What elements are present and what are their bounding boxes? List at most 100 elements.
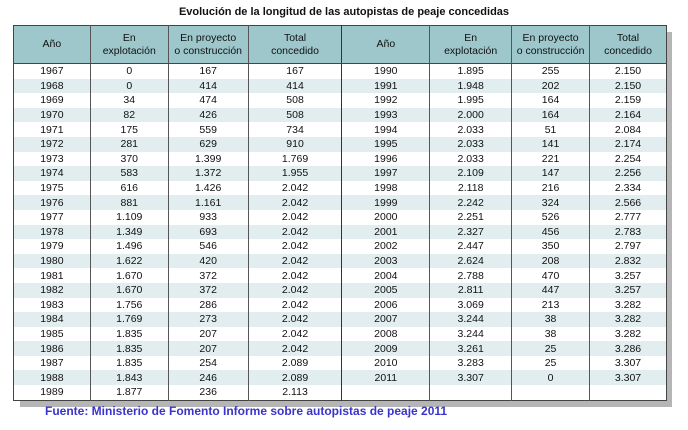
project-cell: 246 <box>167 370 249 386</box>
total-cell: 3.282 <box>589 326 667 342</box>
project-cell: 273 <box>167 312 249 327</box>
total-cell: 3.307 <box>589 355 667 371</box>
exploitation-cell: 616 <box>89 180 169 196</box>
table-row: 1984 1.769 273 2.042 2007 3.244 38 3.282 <box>13 312 667 327</box>
total-cell: 2.042 <box>247 326 342 342</box>
total-cell: 2.150 <box>589 63 667 79</box>
exploitation-cell: 2.033 <box>429 122 512 137</box>
year-cell: 1990 <box>341 63 430 79</box>
table-row: 1988 1.843 246 2.089 2011 3.307 0 3.307 <box>13 370 667 386</box>
exploitation-cell: 1.835 <box>89 326 169 342</box>
exploitation-cell: 1.877 <box>89 385 169 401</box>
table-row: 1968 0 414 414 1991 1.948 202 2.150 <box>13 78 667 94</box>
project-cell: 559 <box>167 122 249 137</box>
exploitation-cell: 1.835 <box>89 341 169 356</box>
total-cell: 3.286 <box>589 341 667 356</box>
year-cell: 2010 <box>341 355 430 371</box>
project-cell: 164 <box>511 107 590 123</box>
year-cell: 2009 <box>341 341 430 356</box>
year-cell: 1994 <box>341 122 430 137</box>
table-row: 1973 370 1.399 1.769 1996 2.033 221 2.254 <box>14 151 667 167</box>
exploitation-cell: 1.843 <box>89 370 169 386</box>
exploitation-cell: 0 <box>89 63 169 79</box>
exploitation-cell: 82 <box>89 107 169 123</box>
header-row: Año En explotación En proyecto o construcc… <box>13 25 667 64</box>
exploitation-cell: 2.788 <box>429 268 512 283</box>
table-row: 1975 616 1.426 2.042 1998 2.118 216 2.334 <box>14 180 667 196</box>
total-cell: 734 <box>247 122 342 137</box>
year-cell: 1998 <box>341 180 430 196</box>
header-project: En proyecto o construcción <box>511 25 590 64</box>
project-cell: 141 <box>511 136 590 152</box>
year-cell: 1989 <box>40 386 64 399</box>
total-cell: 2.042 <box>247 282 342 298</box>
table-body: 1967 0 167 167 1990 1.895 255 2.150 1968 0 414 414 1… <box>13 63 667 401</box>
project-cell: 221 <box>511 151 590 167</box>
exploitation-cell: 1.670 <box>89 268 169 283</box>
project-cell: 1.161 <box>167 195 249 210</box>
project-cell: 629 <box>167 136 249 152</box>
table-title: Evolución de la longitud de las autopist… <box>178 6 510 18</box>
project-cell: 324 <box>511 195 590 210</box>
year-cell: 1976 <box>13 195 91 210</box>
year-cell: 1968 <box>13 78 91 94</box>
table-row: 1983 1.756 286 2.042 2006 3.069 213 3.282 <box>14 297 667 313</box>
header-total: Total concedido <box>589 25 667 64</box>
year-cell: 2005 <box>341 282 430 298</box>
table-row: 1979 1.496 546 2.042 2002 2.447 350 2.797 <box>14 239 667 254</box>
total-cell: 3.257 <box>589 282 667 298</box>
total-cell: 2.042 <box>247 224 342 240</box>
table-row: 1978 1.349 693 2.042 2001 2.327 456 2.783 <box>13 224 667 240</box>
year-cell: 1980 <box>13 253 91 269</box>
year-cell: 1995 <box>341 136 430 152</box>
exploitation-cell: 2.811 <box>429 282 512 298</box>
exploitation-cell: 1.895 <box>429 63 512 79</box>
exploitation-cell: 2.242 <box>429 195 512 210</box>
table-row: 1971 175 559 734 1994 2.033 51 2.084 <box>14 122 667 137</box>
table-row: 1985 1.835 207 2.042 2008 3.244 38 3.282 <box>14 326 667 342</box>
project-cell <box>511 385 590 401</box>
year-cell: 1970 <box>13 107 91 123</box>
project-cell: 350 <box>511 239 590 254</box>
project-cell: 236 <box>167 385 249 401</box>
exploitation-cell: 1.995 <box>429 93 512 108</box>
exploitation-cell: 175 <box>89 122 169 137</box>
exploitation-cell: 881 <box>89 195 169 210</box>
total-cell: 2.254 <box>589 151 667 167</box>
project-cell: 526 <box>511 209 590 225</box>
total-cell: 2.174 <box>589 136 667 152</box>
total-cell: 2.783 <box>589 224 667 240</box>
total-cell: 2.042 <box>247 312 342 327</box>
total-cell: 2.089 <box>247 370 342 386</box>
exploitation-cell: 2.000 <box>429 107 512 123</box>
table-row: 1967 0 167 167 1990 1.895 255 2.150 <box>14 63 667 79</box>
project-cell: 208 <box>511 253 590 269</box>
exploitation-cell: 1.769 <box>89 312 169 327</box>
year-cell: 1986 <box>13 341 91 356</box>
exploitation-cell: 2.118 <box>429 180 512 196</box>
project-cell: 474 <box>167 93 249 108</box>
total-cell: 2.256 <box>589 166 667 181</box>
year-cell: 2004 <box>341 268 430 283</box>
total-cell: 2.042 <box>247 180 342 196</box>
project-cell: 38 <box>511 312 590 327</box>
total-cell: 2.334 <box>589 180 667 196</box>
project-cell: 372 <box>167 268 249 283</box>
header-exploitation: En explotación <box>429 25 512 64</box>
total-cell: 2.113 <box>247 385 342 401</box>
exploitation-cell: 2.251 <box>429 209 512 225</box>
header-exploitation: En explotación <box>89 25 169 64</box>
total-cell: 2.042 <box>247 239 342 254</box>
year-cell: 2006 <box>341 297 430 313</box>
table-row: 1977 1.109 933 2.042 2000 2.251 526 2.777 <box>14 209 667 225</box>
total-cell: 2.566 <box>589 195 667 210</box>
total-cell: 508 <box>247 93 342 108</box>
exploitation-cell: 1.109 <box>89 209 169 225</box>
exploitation-cell: 1.756 <box>89 297 169 313</box>
project-cell: 254 <box>167 355 249 371</box>
year-cell: 1991 <box>341 78 430 94</box>
project-cell: 1.399 <box>167 151 249 167</box>
exploitation-cell: 1.496 <box>89 239 169 254</box>
year-cell: 1999 <box>341 195 430 210</box>
exploitation-cell: 3.261 <box>429 341 512 356</box>
